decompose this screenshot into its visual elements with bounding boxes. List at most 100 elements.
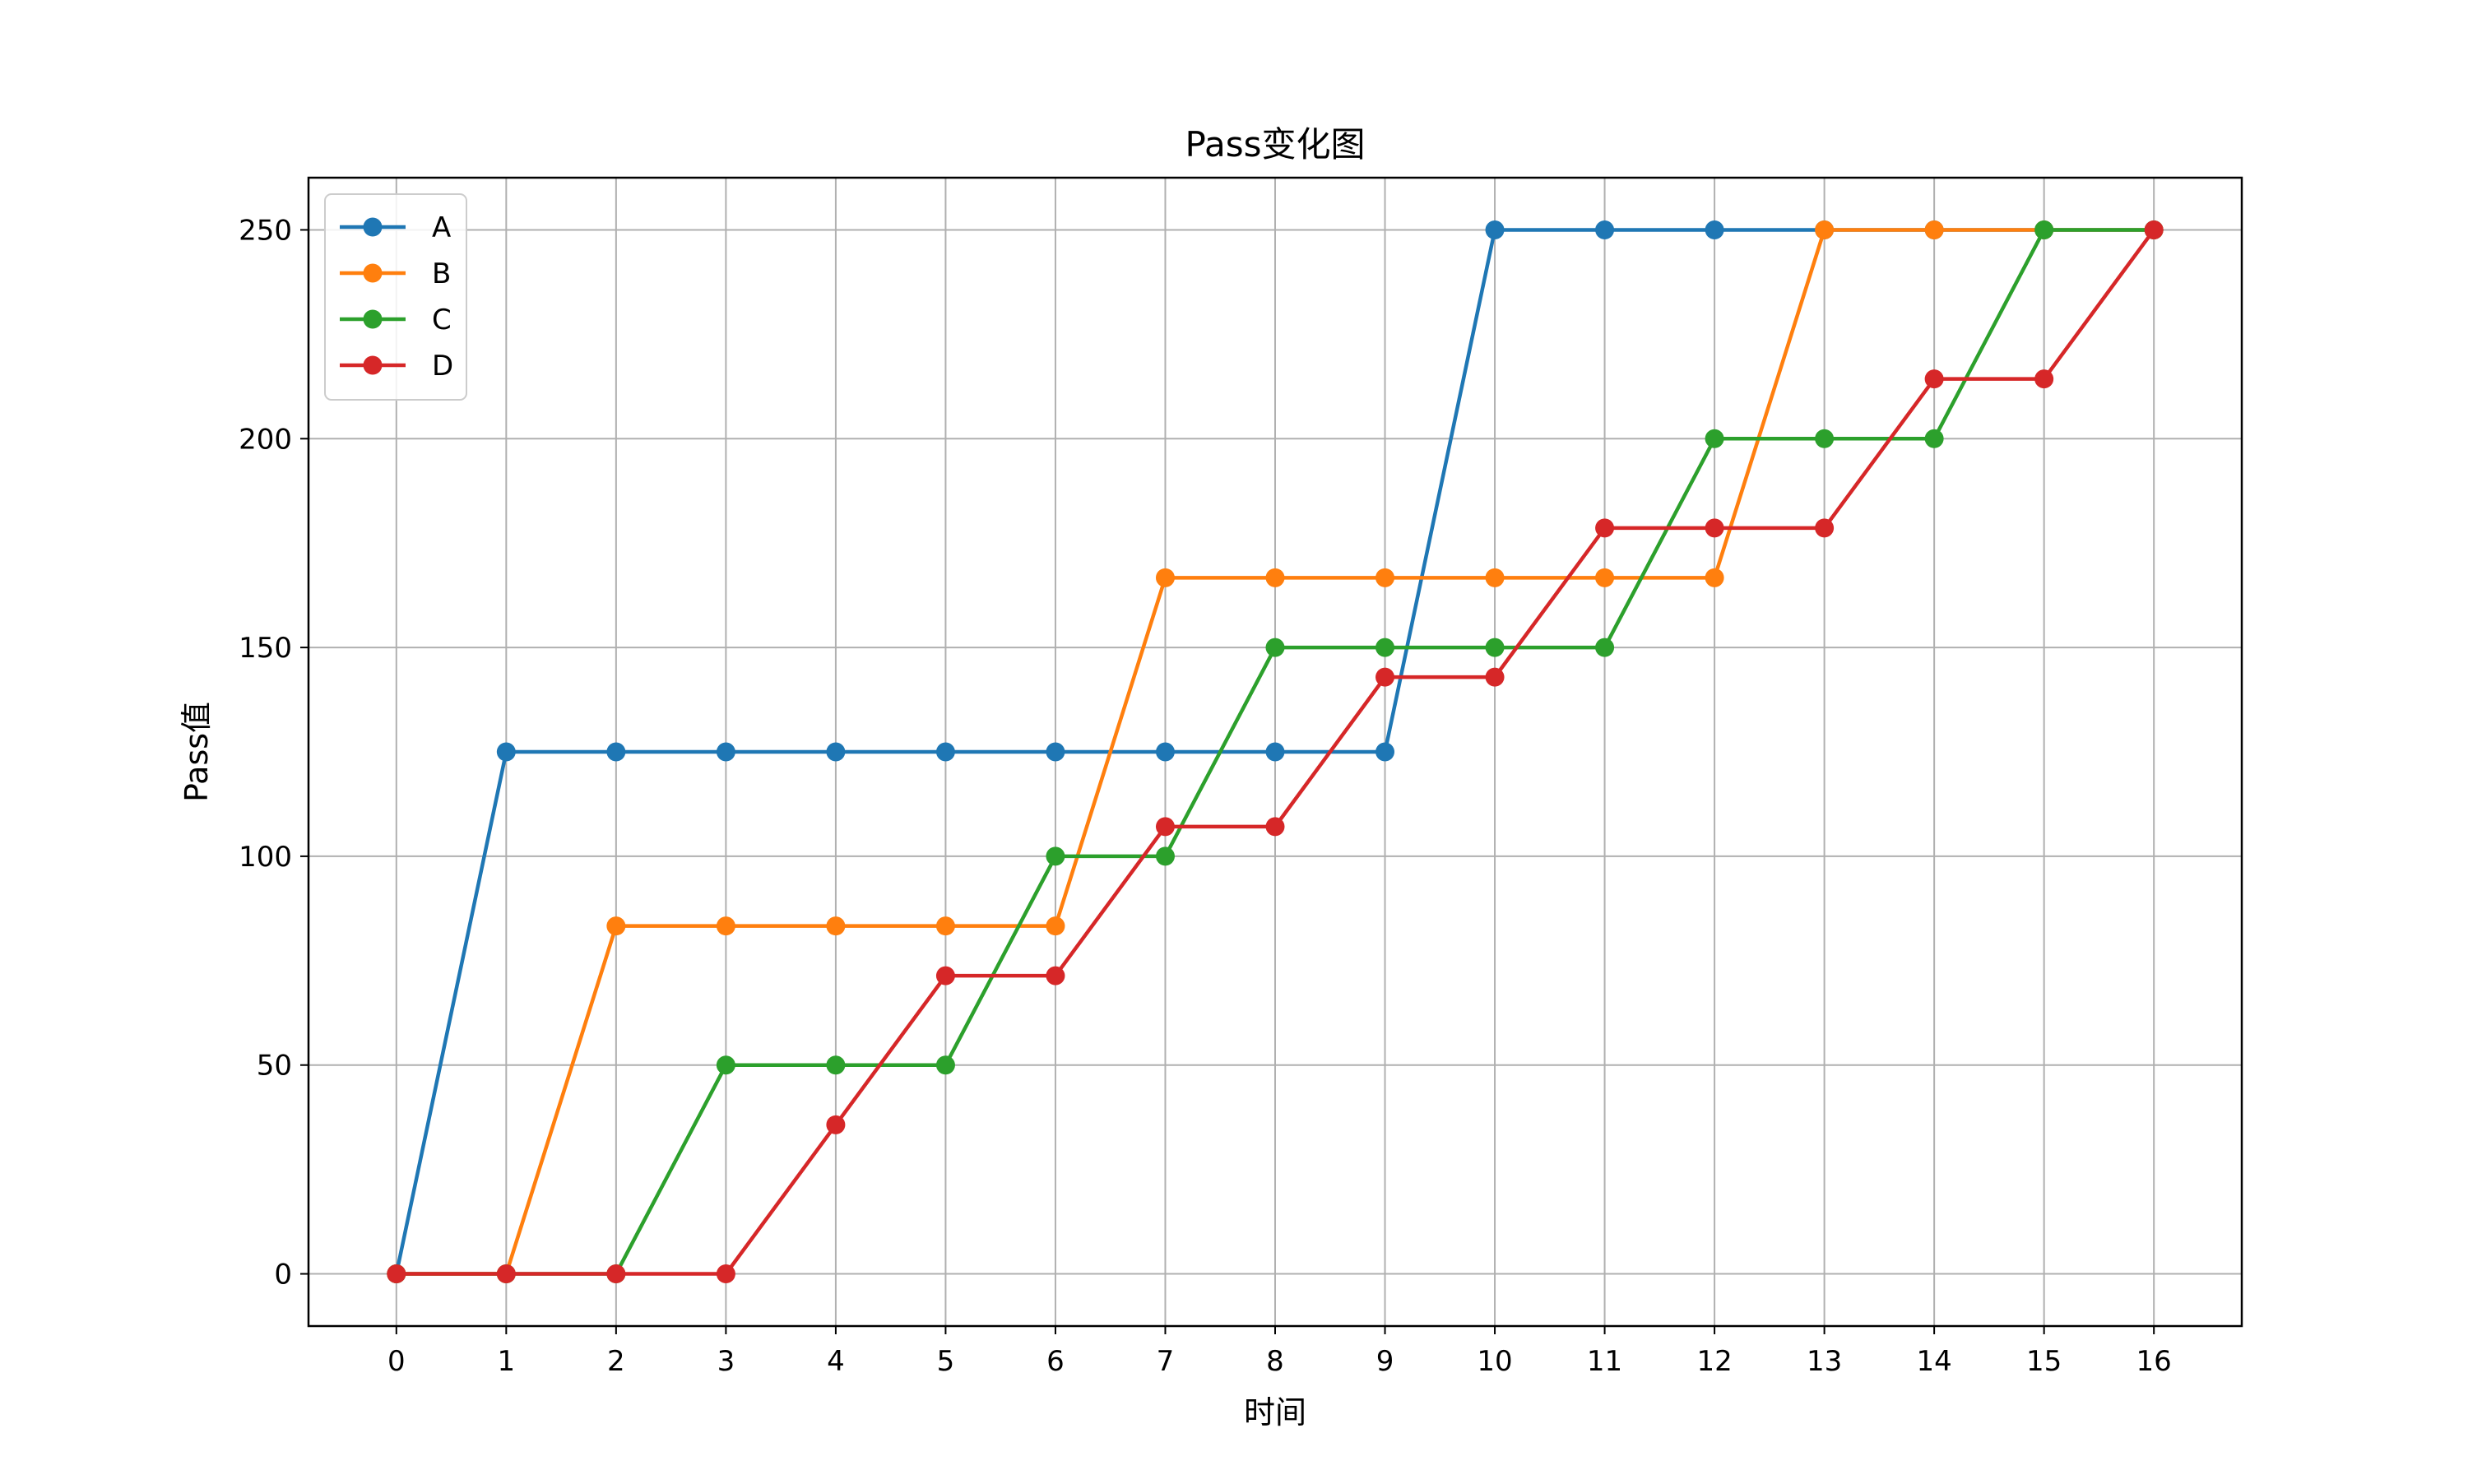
data-point-D bbox=[826, 1115, 846, 1134]
data-point-A bbox=[1485, 220, 1505, 239]
x-axis-ticks: 0 1 2 3 4 5 6 7 8 9 10 11 12 13 14 15 16 bbox=[387, 1326, 2172, 1378]
data-point-D bbox=[1705, 518, 1724, 538]
x-tick-label: 10 bbox=[1477, 1345, 1512, 1378]
x-tick-label: 11 bbox=[1587, 1345, 1622, 1378]
x-tick-label: 4 bbox=[827, 1345, 845, 1378]
x-tick-label: 15 bbox=[2026, 1345, 2062, 1378]
data-point-C bbox=[1595, 638, 1615, 657]
data-point-C bbox=[1485, 638, 1505, 657]
data-point-C bbox=[2034, 220, 2054, 239]
legend-marker bbox=[363, 355, 383, 375]
data-point-C bbox=[1375, 638, 1395, 657]
data-point-D bbox=[2144, 220, 2164, 239]
data-point-C bbox=[826, 1055, 846, 1075]
x-tick-label: 13 bbox=[1807, 1345, 1842, 1378]
data-point-D bbox=[1375, 667, 1395, 687]
data-point-A bbox=[1265, 742, 1285, 762]
legend-item-B: B bbox=[340, 257, 451, 290]
data-point-A bbox=[935, 742, 955, 762]
x-tick-label: 6 bbox=[1046, 1345, 1065, 1378]
data-point-A bbox=[1375, 742, 1395, 762]
x-tick-label: 3 bbox=[717, 1345, 735, 1378]
y-tick-label: 200 bbox=[239, 423, 292, 456]
data-point-B bbox=[1046, 916, 1065, 936]
data-point-B bbox=[935, 916, 955, 936]
legend-label: D bbox=[432, 350, 453, 383]
data-point-B bbox=[1705, 568, 1724, 587]
data-point-B bbox=[716, 916, 735, 936]
data-point-D bbox=[935, 966, 955, 985]
data-point-B bbox=[1155, 568, 1175, 587]
x-tick-label: 7 bbox=[1157, 1345, 1175, 1378]
data-point-D bbox=[496, 1264, 516, 1284]
data-point-C bbox=[716, 1055, 735, 1075]
y-tick-label: 250 bbox=[239, 214, 292, 247]
data-point-C bbox=[1924, 429, 1944, 448]
data-point-B bbox=[1815, 220, 1835, 239]
legend-label: A bbox=[432, 211, 451, 244]
x-tick-label: 1 bbox=[498, 1345, 516, 1378]
data-point-A bbox=[1155, 742, 1175, 762]
data-point-B bbox=[1595, 568, 1615, 587]
data-point-A bbox=[1595, 220, 1615, 239]
x-tick-label: 14 bbox=[1917, 1345, 1952, 1378]
legend-marker bbox=[363, 217, 383, 237]
x-tick-label: 8 bbox=[1266, 1345, 1284, 1378]
data-point-D bbox=[606, 1264, 626, 1284]
y-tick-label: 100 bbox=[239, 841, 292, 874]
x-tick-label: 9 bbox=[1376, 1345, 1394, 1378]
data-point-C bbox=[1265, 638, 1285, 657]
legend-item-A: A bbox=[340, 211, 451, 244]
data-point-D bbox=[1046, 966, 1065, 985]
data-point-B bbox=[606, 916, 626, 936]
data-point-D bbox=[1485, 667, 1505, 687]
data-point-D bbox=[387, 1264, 406, 1284]
legend-box bbox=[324, 193, 467, 401]
chart-title: Pass变化图 bbox=[1185, 124, 1366, 165]
data-point-D bbox=[1924, 369, 1944, 389]
x-tick-label: 0 bbox=[387, 1345, 406, 1378]
data-point-C bbox=[1046, 846, 1065, 866]
data-point-C bbox=[1705, 429, 1724, 448]
data-point-A bbox=[826, 742, 846, 762]
data-point-D bbox=[1155, 817, 1175, 837]
y-axis-label: Pass值 bbox=[179, 702, 215, 802]
y-tick-label: 0 bbox=[274, 1259, 292, 1292]
x-axis-label: 时间 bbox=[1244, 1394, 1306, 1431]
data-point-D bbox=[716, 1264, 735, 1284]
y-axis-ticks: 0 50 100 150 200 250 bbox=[239, 214, 308, 1292]
data-point-B bbox=[1375, 568, 1395, 587]
legend-label: B bbox=[432, 257, 451, 290]
legend-label: C bbox=[432, 304, 452, 336]
data-point-B bbox=[826, 916, 846, 936]
series-D bbox=[387, 220, 2164, 1284]
data-point-C bbox=[1815, 429, 1835, 448]
data-point-C bbox=[935, 1055, 955, 1075]
y-tick-label: 50 bbox=[257, 1050, 292, 1083]
x-tick-label: 2 bbox=[607, 1345, 625, 1378]
legend-item-C: C bbox=[340, 304, 452, 336]
data-point-D bbox=[2034, 369, 2054, 389]
x-tick-label: 16 bbox=[2136, 1345, 2172, 1378]
x-tick-label: 12 bbox=[1696, 1345, 1732, 1378]
y-tick-label: 150 bbox=[239, 632, 292, 665]
x-tick-label: 5 bbox=[937, 1345, 955, 1378]
data-point-A bbox=[606, 742, 626, 762]
data-point-D bbox=[1595, 518, 1615, 538]
data-point-B bbox=[1265, 568, 1285, 587]
data-point-B bbox=[1924, 220, 1944, 239]
legend-item-D: D bbox=[340, 350, 453, 383]
legend-marker bbox=[363, 309, 383, 329]
data-point-D bbox=[1265, 817, 1285, 837]
data-point-C bbox=[1155, 846, 1175, 866]
data-point-A bbox=[1046, 742, 1065, 762]
data-point-A bbox=[1705, 220, 1724, 239]
data-point-B bbox=[1485, 568, 1505, 587]
data-point-A bbox=[716, 742, 735, 762]
series-layer bbox=[387, 220, 2164, 1284]
data-point-A bbox=[496, 742, 516, 762]
data-point-D bbox=[1815, 518, 1835, 538]
